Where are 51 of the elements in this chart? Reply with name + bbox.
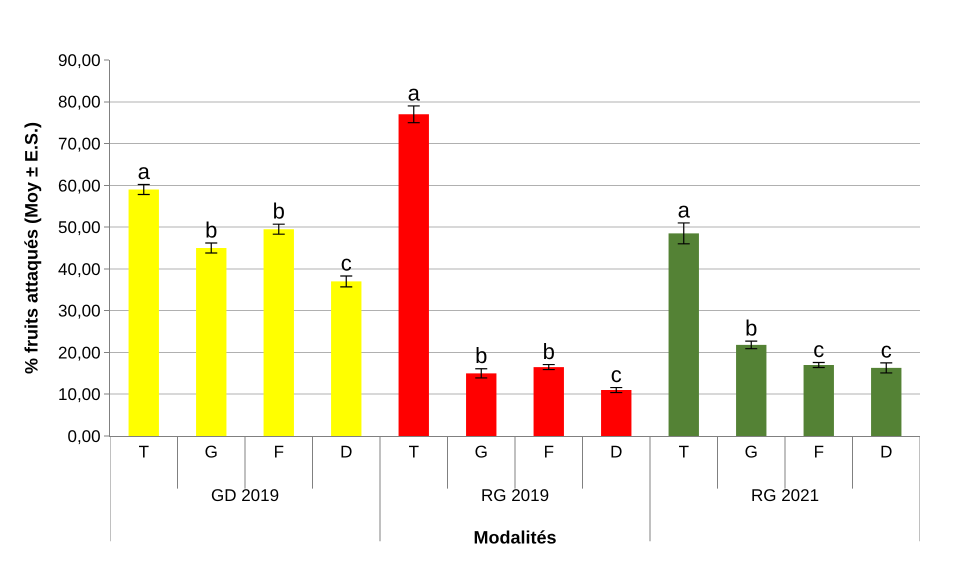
y-tick-label: 30,00	[58, 302, 101, 321]
data-label: b	[205, 217, 218, 242]
y-tick-label: 70,00	[58, 134, 101, 154]
bar	[804, 364, 834, 436]
x-tick-label: G	[204, 442, 218, 462]
y-tick-label: 50,00	[58, 218, 101, 238]
text: RG 2021	[751, 486, 820, 505]
data-label: a	[678, 197, 691, 222]
bar	[871, 368, 902, 436]
data-label: a	[138, 159, 151, 184]
data-label: c	[880, 337, 892, 362]
y-tick-label: 10,00	[58, 385, 101, 404]
y-tick-label: 20,00	[58, 343, 101, 362]
bar	[668, 233, 699, 436]
y-tick-label: 60,00	[58, 176, 101, 196]
x-tick-label: F	[814, 442, 824, 462]
data-label: c	[340, 250, 352, 276]
y-tick-label: 0,00	[68, 426, 101, 446]
x-tick-label: D	[340, 442, 352, 462]
x-tick-label: T	[678, 442, 689, 462]
data-label: c	[610, 362, 622, 388]
data-label: b	[542, 339, 555, 364]
text: RG 2019	[481, 486, 550, 505]
x-tick-label: D	[610, 442, 622, 462]
x-tick-label: F	[274, 442, 284, 462]
y-axis-title: % fruits attaqués (Moy ± E.S.)	[21, 122, 42, 374]
x-tick-label: F	[544, 442, 554, 462]
bar	[331, 281, 362, 436]
text: GD 2019	[211, 486, 280, 505]
x-tick-label: G	[744, 442, 758, 462]
bar	[466, 373, 496, 436]
bar	[196, 248, 226, 436]
x-axis-title: Modalités	[473, 528, 557, 548]
x-tick-label: D	[880, 442, 892, 462]
bar	[736, 344, 766, 436]
bar	[398, 114, 429, 436]
bar	[128, 190, 159, 436]
data-label: a	[408, 80, 421, 106]
y-tick-label: 80,00	[58, 92, 101, 112]
bar	[264, 229, 294, 436]
data-label: b	[745, 316, 758, 341]
x-tick-label: T	[408, 442, 419, 462]
y-tick-label: 40,00	[58, 260, 101, 279]
x-tick-label: G	[474, 442, 488, 462]
bar	[534, 367, 564, 436]
data-label: c	[813, 336, 824, 362]
data-label: b	[272, 198, 285, 224]
x-tick-label: T	[138, 442, 149, 462]
data-label: b	[475, 343, 488, 368]
y-tick-label: 90,00	[58, 50, 101, 70]
bar	[601, 390, 632, 436]
